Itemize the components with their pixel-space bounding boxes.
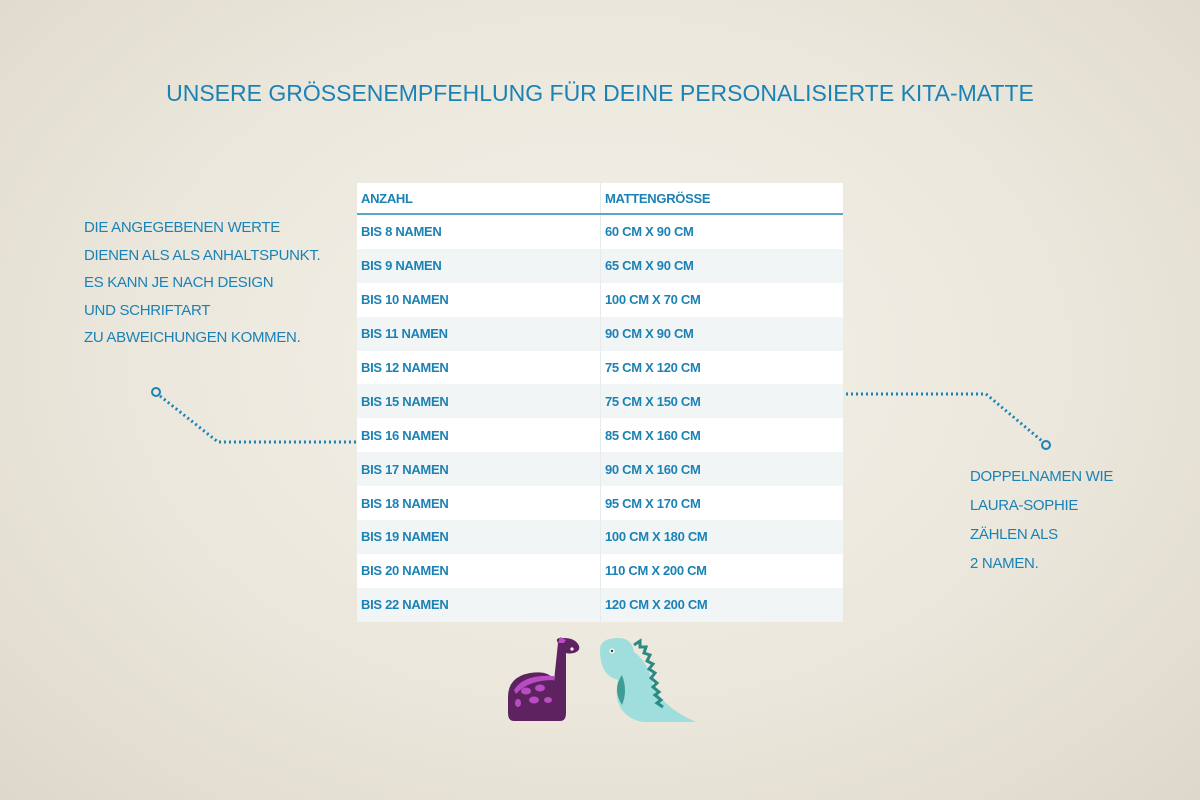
table-row: bis 16 Namen 85 cm x 160 cm: [357, 418, 843, 453]
connector-line-right: [846, 392, 1043, 443]
note-right-line: Laura-Sophie: [970, 497, 1079, 514]
purple-dinosaur: [508, 637, 580, 721]
size-cell: 75 cm x 120 cm: [600, 350, 843, 385]
count-cell: bis 11 Namen: [357, 316, 601, 351]
note-left-line: Es kann je nach Design: [84, 274, 274, 291]
count-cell: bis 10 Namen: [357, 282, 601, 317]
count-cell: bis 19 Namen: [357, 520, 601, 554]
connector-line-left: [159, 394, 356, 444]
table-row: bis 18 Namen 95 cm x 170 cm: [357, 486, 843, 521]
size-cell: 95 cm x 170 cm: [600, 486, 843, 521]
count-cell: bis 8 Namen: [357, 214, 601, 249]
table-row: bis 19 Namen 100 cm x 180 cm: [357, 520, 843, 554]
count-cell: bis 17 Namen: [357, 452, 601, 487]
size-cell: 90 cm x 90 cm: [600, 316, 843, 351]
count-cell: bis 20 Namen: [357, 553, 601, 588]
count-cell: bis 22 Namen: [357, 587, 601, 622]
table-row: bis 9 Namen 65 cm x 90 cm: [357, 248, 843, 283]
note-right-line: Doppelnamen wie: [970, 468, 1114, 485]
column-header: Mattengröße: [600, 183, 843, 215]
size-cell: 120 cm x 200 cm: [600, 587, 843, 622]
table-row: bis 22 Namen 120 cm x 200 cm: [357, 587, 843, 622]
page-title: Unsere Größenempfehlung für deine person…: [166, 80, 1034, 106]
note-right-line: zählen als: [970, 526, 1058, 543]
teal-dinosaur: [600, 638, 696, 722]
table-row: bis 20 Namen 110 cm x 200 cm: [357, 553, 843, 588]
note-left-line: Die angegebenen Werte: [84, 219, 280, 236]
count-cell: bis 16 Namen: [357, 418, 601, 453]
size-cell: 90 cm x 160 cm: [600, 452, 843, 487]
table-row: bis 8 Namen 60 cm x 90 cm: [357, 214, 843, 249]
note-left-line: dienen als als Anhaltspunkt.: [84, 246, 321, 264]
table-row: bis 12 Namen 75 cm x 120 cm: [357, 350, 843, 385]
column-header: Anzahl: [357, 183, 601, 215]
size-cell: 75 cm x 150 cm: [600, 384, 843, 419]
count-cell: bis 12 Namen: [357, 350, 601, 385]
note-left: Die angegebenen Werte dienen als als Anh…: [84, 214, 344, 352]
count-cell: bis 15 Namen: [357, 384, 601, 419]
size-cell: 65 cm x 90 cm: [600, 248, 843, 283]
size-cell: 100 cm x 70 cm: [600, 282, 843, 317]
note-left-line: und Schriftart: [84, 301, 211, 319]
connector-dot-left: [151, 387, 161, 397]
count-cell: bis 9 Namen: [357, 248, 601, 283]
note-right: Doppelnamen wie Laura-Sophie zählen als …: [970, 462, 1170, 578]
size-cell: 110 cm x 200 cm: [600, 553, 843, 588]
note-left-line: zu Abweichungen kommen.: [84, 329, 301, 346]
connector-dot-right: [1041, 440, 1051, 450]
note-right-line: 2 Namen.: [970, 555, 1039, 572]
table-row: bis 10 Namen 100 cm x 70 cm: [357, 282, 843, 317]
size-table: Anzahl Mattengröße bis 8 Namen60 cm x 90…: [357, 183, 843, 622]
table-header-row: Anzahl Mattengröße: [357, 183, 843, 215]
count-cell: bis 18 Namen: [357, 486, 601, 521]
table-row: bis 15 Namen 75 cm x 150 cm: [357, 384, 843, 419]
table-row: bis 17 Namen 90 cm x 160 cm: [357, 452, 843, 487]
size-cell: 100 cm x 180 cm: [600, 520, 843, 554]
dinosaurs-illustration: [508, 637, 696, 722]
size-cell: 60 cm x 90 cm: [600, 214, 843, 249]
size-cell: 85 cm x 160 cm: [600, 418, 843, 453]
table-row: bis 11 Namen 90 cm x 90 cm: [357, 316, 843, 351]
